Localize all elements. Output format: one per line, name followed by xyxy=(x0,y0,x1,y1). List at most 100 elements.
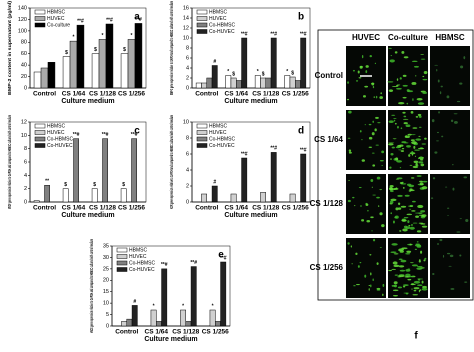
cell-fluorescence xyxy=(389,200,394,204)
cell-fluorescence xyxy=(395,146,400,149)
cell-fluorescence xyxy=(377,122,381,124)
cell-fluorescence xyxy=(432,177,436,180)
cell-fluorescence xyxy=(399,230,402,232)
cell-fluorescence xyxy=(438,111,440,114)
bar xyxy=(76,24,85,89)
cell-fluorescence xyxy=(376,289,381,291)
cell-fluorescence xyxy=(411,81,417,85)
cell-fluorescence xyxy=(420,156,423,159)
cell-fluorescence xyxy=(419,158,424,161)
cell-fluorescence xyxy=(411,141,417,145)
legend-label: HUVEC xyxy=(129,254,147,260)
cell-fluorescence xyxy=(391,268,396,270)
panel-label: a xyxy=(134,12,140,23)
cell-fluorescence xyxy=(388,89,394,92)
cell-fluorescence xyxy=(361,139,363,141)
legend-label: Co-HUVEC xyxy=(209,143,235,149)
x-tick-label: CS 1/256 xyxy=(282,91,309,98)
cell-fluorescence xyxy=(413,289,417,292)
cell-fluorescence xyxy=(418,126,422,128)
cell-fluorescence xyxy=(436,243,440,245)
x-tick-label: CS 1/256 xyxy=(282,205,309,212)
cell-fluorescence xyxy=(437,79,440,83)
cell-fluorescence xyxy=(393,281,398,285)
cell-fluorescence xyxy=(402,84,408,87)
cell-fluorescence xyxy=(416,98,423,101)
cell-fluorescence xyxy=(418,161,424,164)
y-tick-label: 0 xyxy=(106,323,109,329)
bar xyxy=(260,192,267,203)
cell-fluorescence xyxy=(368,123,372,126)
y-tick-label: 0 xyxy=(24,85,27,91)
cell-fluorescence xyxy=(391,243,398,246)
cell-fluorescence xyxy=(401,219,407,222)
cell-fluorescence xyxy=(446,252,451,255)
significance-marker: **# xyxy=(77,18,84,24)
cell-fluorescence xyxy=(408,224,411,227)
y-tick-label: 8 xyxy=(186,135,189,141)
cell-fluorescence xyxy=(397,194,403,197)
legend-swatch xyxy=(34,16,46,21)
cell-fluorescence xyxy=(348,110,352,114)
cell-fluorescence xyxy=(370,272,372,276)
cell-fluorescence xyxy=(398,265,405,268)
cell-fluorescence xyxy=(405,226,411,230)
legend-swatch xyxy=(34,9,46,15)
y-tick-label: 40 xyxy=(21,63,27,69)
y-tick-label: 80 xyxy=(21,40,27,46)
cell-fluorescence xyxy=(402,284,409,286)
cell-fluorescence xyxy=(465,218,469,222)
cell-fluorescence xyxy=(347,137,351,139)
significance-marker: **# xyxy=(161,262,168,268)
cell-fluorescence xyxy=(365,65,369,68)
significance-marker: # xyxy=(133,299,136,305)
cell-fluorescence xyxy=(406,213,413,216)
cell-fluorescence xyxy=(416,230,422,233)
cell-fluorescence xyxy=(375,144,379,146)
cell-fluorescence xyxy=(397,125,399,129)
bar xyxy=(150,309,157,327)
legend-label: Co-HBMSC xyxy=(129,260,156,266)
cell-fluorescence xyxy=(381,150,385,154)
cell-fluorescence xyxy=(440,85,443,88)
cell-fluorescence xyxy=(405,269,411,272)
x-tick-label: CS 1/128 xyxy=(252,205,279,212)
legend-label: HBMSC xyxy=(129,247,147,253)
bar xyxy=(156,321,162,327)
cell-fluorescence xyxy=(393,118,397,120)
column-header: HBMSC xyxy=(435,33,465,42)
cell-fluorescence xyxy=(373,96,375,98)
significance-marker: **# xyxy=(300,31,307,37)
bar xyxy=(254,75,261,89)
cell-fluorescence xyxy=(393,264,400,268)
bar xyxy=(120,188,127,203)
significance-marker: **# xyxy=(102,132,109,138)
legend-swatch xyxy=(34,22,46,28)
cell-fluorescence xyxy=(415,162,418,166)
cell-fluorescence xyxy=(445,186,448,188)
cell-fluorescence xyxy=(397,207,402,210)
legend-label: Co-HUVEC xyxy=(129,267,155,273)
cell-fluorescence xyxy=(399,274,405,276)
cell-fluorescence xyxy=(420,163,425,167)
cell-fluorescence xyxy=(388,47,392,49)
y-tick-label: 6 xyxy=(24,159,27,165)
cell-fluorescence xyxy=(422,91,427,94)
cell-fluorescence xyxy=(402,74,407,77)
plot-frame xyxy=(29,121,147,203)
cell-fluorescence xyxy=(421,287,428,291)
cell-fluorescence xyxy=(446,207,450,209)
cell-fluorescence xyxy=(463,56,466,60)
x-axis-label: Culture medium xyxy=(144,336,197,343)
significance-marker: **# xyxy=(131,132,138,138)
bar xyxy=(131,305,138,327)
cell-fluorescence xyxy=(368,284,371,287)
cell-fluorescence xyxy=(417,147,425,150)
cell-fluorescence xyxy=(463,176,468,179)
bar xyxy=(73,138,79,203)
cell-fluorescence xyxy=(351,263,353,265)
x-tick-label: CS 1/256 xyxy=(118,91,145,98)
cell-fluorescence xyxy=(422,75,425,78)
cell-fluorescence xyxy=(371,152,375,154)
row-header: CS 1/256 xyxy=(310,263,344,272)
